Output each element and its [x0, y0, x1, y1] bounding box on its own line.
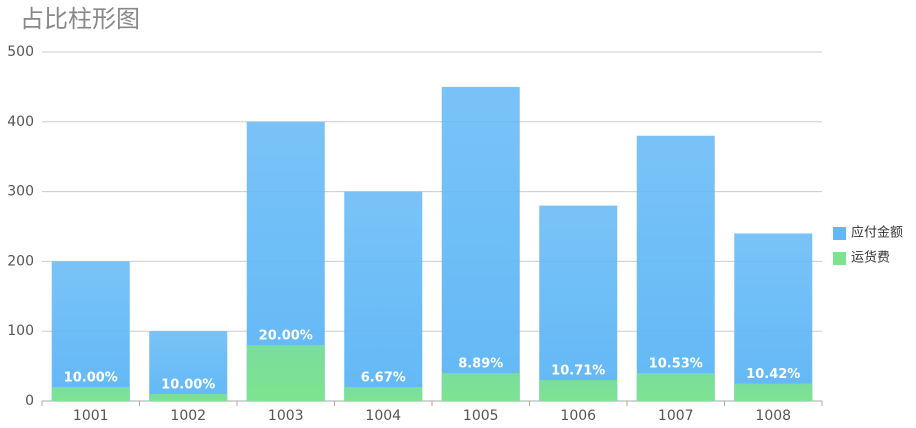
percent-label: 6.67%: [361, 371, 406, 386]
percent-label: 10.00%: [161, 378, 215, 393]
bar: [344, 191, 423, 401]
y-tick-label: 200: [7, 253, 34, 269]
bar: [539, 380, 618, 401]
bar: [149, 331, 228, 401]
legend-label: 应付金额: [851, 225, 903, 241]
percent-label: 10.53%: [649, 357, 703, 372]
bar: [636, 135, 715, 401]
bar: [246, 345, 325, 401]
x-tick-label: 1007: [658, 408, 694, 424]
percent-label: 10.00%: [64, 371, 118, 386]
x-tick-label: 1002: [170, 408, 206, 424]
legend-swatch: [833, 227, 846, 240]
bar: [51, 387, 130, 401]
percent-label: 20.00%: [259, 329, 313, 344]
bar: [636, 373, 715, 401]
x-tick-label: 1003: [268, 408, 304, 424]
bar: [441, 86, 520, 402]
bar: [734, 233, 813, 401]
y-tick-label: 0: [25, 393, 34, 409]
x-tick-label: 1008: [755, 408, 791, 424]
bar: [734, 383, 813, 401]
y-tick-label: 100: [7, 323, 34, 339]
bar: [441, 373, 520, 401]
percent-label: 10.71%: [551, 364, 605, 379]
percent-label: 10.42%: [746, 367, 800, 382]
legend-swatch: [833, 252, 846, 265]
bar: [539, 205, 618, 401]
legend-label: 运货费: [851, 250, 890, 266]
y-tick-label: 400: [7, 114, 34, 130]
bar: [149, 394, 228, 401]
y-tick-label: 500: [7, 44, 34, 60]
bar: [51, 261, 130, 401]
x-tick-label: 1006: [560, 408, 596, 424]
bar: [344, 387, 423, 401]
y-tick-label: 300: [7, 184, 34, 200]
percent-label: 8.89%: [458, 357, 503, 372]
x-tick-label: 1005: [463, 408, 499, 424]
x-tick-label: 1001: [73, 408, 109, 424]
chart-title: 占比柱形图: [20, 5, 140, 33]
x-tick-label: 1004: [365, 408, 401, 424]
